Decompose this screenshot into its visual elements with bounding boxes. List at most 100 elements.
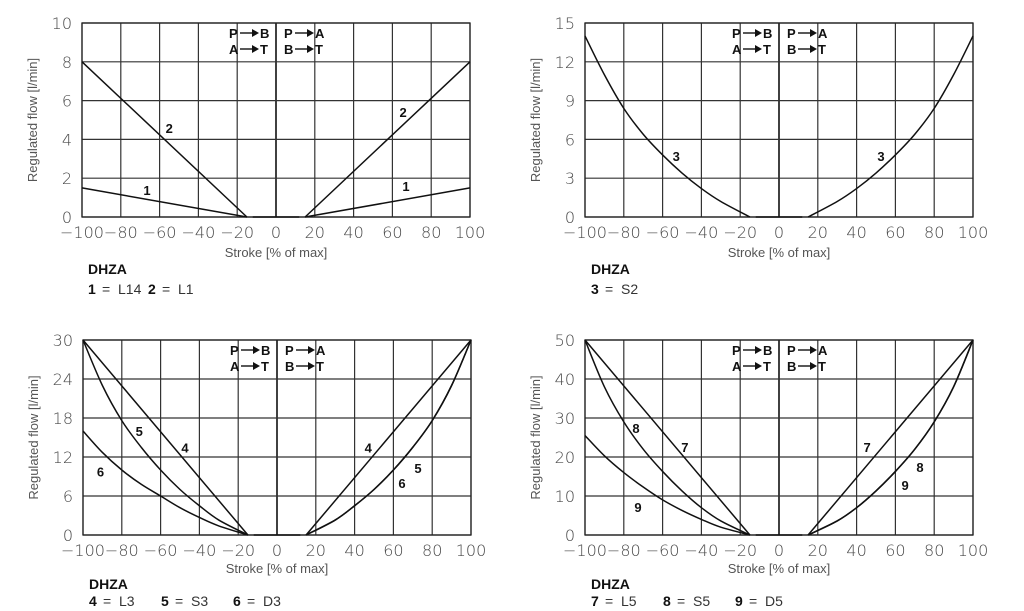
series-9-left-curve (584, 435, 751, 536)
flow-arrowhead-icon (307, 29, 314, 37)
series-6-right-curve (305, 339, 472, 536)
flow-to-label: T (316, 359, 324, 374)
curve-label: 2 (399, 105, 406, 120)
x-tick-label: −80 (104, 223, 138, 242)
x-tick-label: −60 (646, 223, 680, 242)
legend-code: S2 (621, 281, 638, 297)
model-name: DHZA (88, 261, 127, 277)
flow-arrowhead-icon (252, 45, 259, 53)
x-axis-label: Stroke [% of max] (728, 561, 831, 576)
flow-arrowhead-icon (308, 346, 315, 354)
x-tick-label: 80 (924, 223, 944, 242)
x-tick-label: 20 (305, 223, 325, 242)
legend-code: D3 (263, 593, 281, 609)
legend-number: 1 (88, 281, 96, 297)
legend-code: L5 (621, 593, 637, 609)
series-9-right-curve (807, 339, 974, 536)
y-tick-label: 9 (565, 92, 575, 111)
flow-arrowhead-icon (755, 346, 762, 354)
legend-code: L14 (118, 281, 142, 297)
x-tick-label: −100 (563, 223, 607, 242)
flow-arrowhead-icon (253, 346, 260, 354)
model-name: DHZA (89, 576, 128, 592)
x-tick-label: 60 (383, 541, 403, 560)
x-tick-label: −20 (221, 541, 255, 560)
flow-to-label: T (763, 42, 771, 57)
y-axis-label: Regulated flow [l/min] (528, 58, 543, 182)
legend-code: D5 (765, 593, 783, 609)
curve-label: 4 (181, 440, 189, 455)
flow-to-label: B (261, 343, 270, 358)
x-tick-label: 80 (421, 223, 441, 242)
y-tick-label: 12 (53, 448, 73, 467)
x-tick-label: 20 (306, 541, 326, 560)
flow-from-label: B (787, 42, 796, 57)
legend-number: 4 (89, 593, 97, 609)
y-axis-label: Regulated flow [l/min] (25, 58, 40, 182)
x-axis-label: Stroke [% of max] (728, 245, 831, 260)
x-tick-label: 60 (885, 223, 905, 242)
model-name: DHZA (591, 261, 630, 277)
chart-1: −100 −80 −60 −40 −20 0 20 40 60 80 100 0 2 4 6 8 10 Strok… (25, 14, 485, 297)
flow-to-label: T (261, 359, 269, 374)
legend-number: 3 (591, 281, 599, 297)
legend-number: 8 (663, 593, 671, 609)
flow-from-label: A (732, 42, 742, 57)
curve-label: 8 (916, 460, 923, 475)
x-axis-label: Stroke [% of max] (225, 245, 328, 260)
flow-from-label: P (285, 343, 294, 358)
series-7-left-curve (584, 339, 751, 536)
x-tick-label: 60 (885, 541, 905, 560)
flow-from-label: P (230, 343, 239, 358)
curve-label: 1 (143, 183, 150, 198)
legend-equals: = (677, 593, 685, 609)
x-tick-label: 0 (271, 223, 281, 242)
flow-arrowhead-icon (307, 45, 314, 53)
x-tick-label: 40 (846, 223, 866, 242)
flow-arrowhead-icon (755, 29, 762, 37)
y-tick-label: 10 (52, 14, 72, 33)
x-tick-label: 40 (344, 541, 364, 560)
chart-2: −100 −80 −60 −40 −20 0 20 40 60 80 100 0 3 6 9 12 15 Stro… (528, 14, 988, 297)
flow-arrowhead-icon (253, 362, 260, 370)
x-tick-label: −40 (685, 223, 719, 242)
y-tick-label: 20 (555, 448, 575, 467)
flow-arrowhead-icon (810, 346, 817, 354)
flow-from-label: B (285, 359, 294, 374)
chart-4: −100 −80 −60 −40 −20 0 20 40 60 80 100 0 10 20 30 40 50 S… (528, 331, 988, 609)
y-tick-label: 10 (555, 487, 575, 506)
curve-label: 6 (97, 464, 104, 479)
x-axis-label: Stroke [% of max] (226, 561, 329, 576)
legend-number: 9 (735, 593, 743, 609)
legend-code: L1 (178, 281, 194, 297)
flow-from-label: P (732, 343, 741, 358)
series-8-left-curve (584, 339, 751, 536)
flow-arrowhead-icon (755, 45, 762, 53)
series-1-right-curve (304, 187, 471, 218)
legend-code: L3 (119, 593, 135, 609)
curve-label: 1 (402, 179, 409, 194)
x-tick-label: −100 (61, 541, 105, 560)
series-2-right-curve (304, 61, 471, 218)
x-tick-label: −40 (183, 541, 217, 560)
legend-equals: = (749, 593, 757, 609)
x-tick-label: 80 (924, 541, 944, 560)
x-tick-label: 100 (456, 541, 487, 560)
curve-label: 3 (673, 149, 680, 164)
y-tick-label: 12 (555, 53, 575, 72)
series-4-right-curve (305, 339, 472, 536)
x-tick-label: 20 (808, 223, 828, 242)
x-tick-label: 0 (774, 223, 784, 242)
curve-label: 6 (398, 476, 405, 491)
x-tick-label: −100 (60, 223, 104, 242)
flow-from-label: P (732, 26, 741, 41)
flow-to-label: A (315, 26, 325, 41)
curve-label: 8 (632, 421, 639, 436)
y-tick-label: 6 (62, 92, 72, 111)
series-7-right-curve (807, 339, 974, 536)
legend-equals: = (175, 593, 183, 609)
series-6-left-curve (82, 430, 249, 536)
legend-equals: = (605, 281, 613, 297)
x-tick-label: 100 (958, 223, 989, 242)
y-tick-label: 4 (62, 130, 72, 149)
